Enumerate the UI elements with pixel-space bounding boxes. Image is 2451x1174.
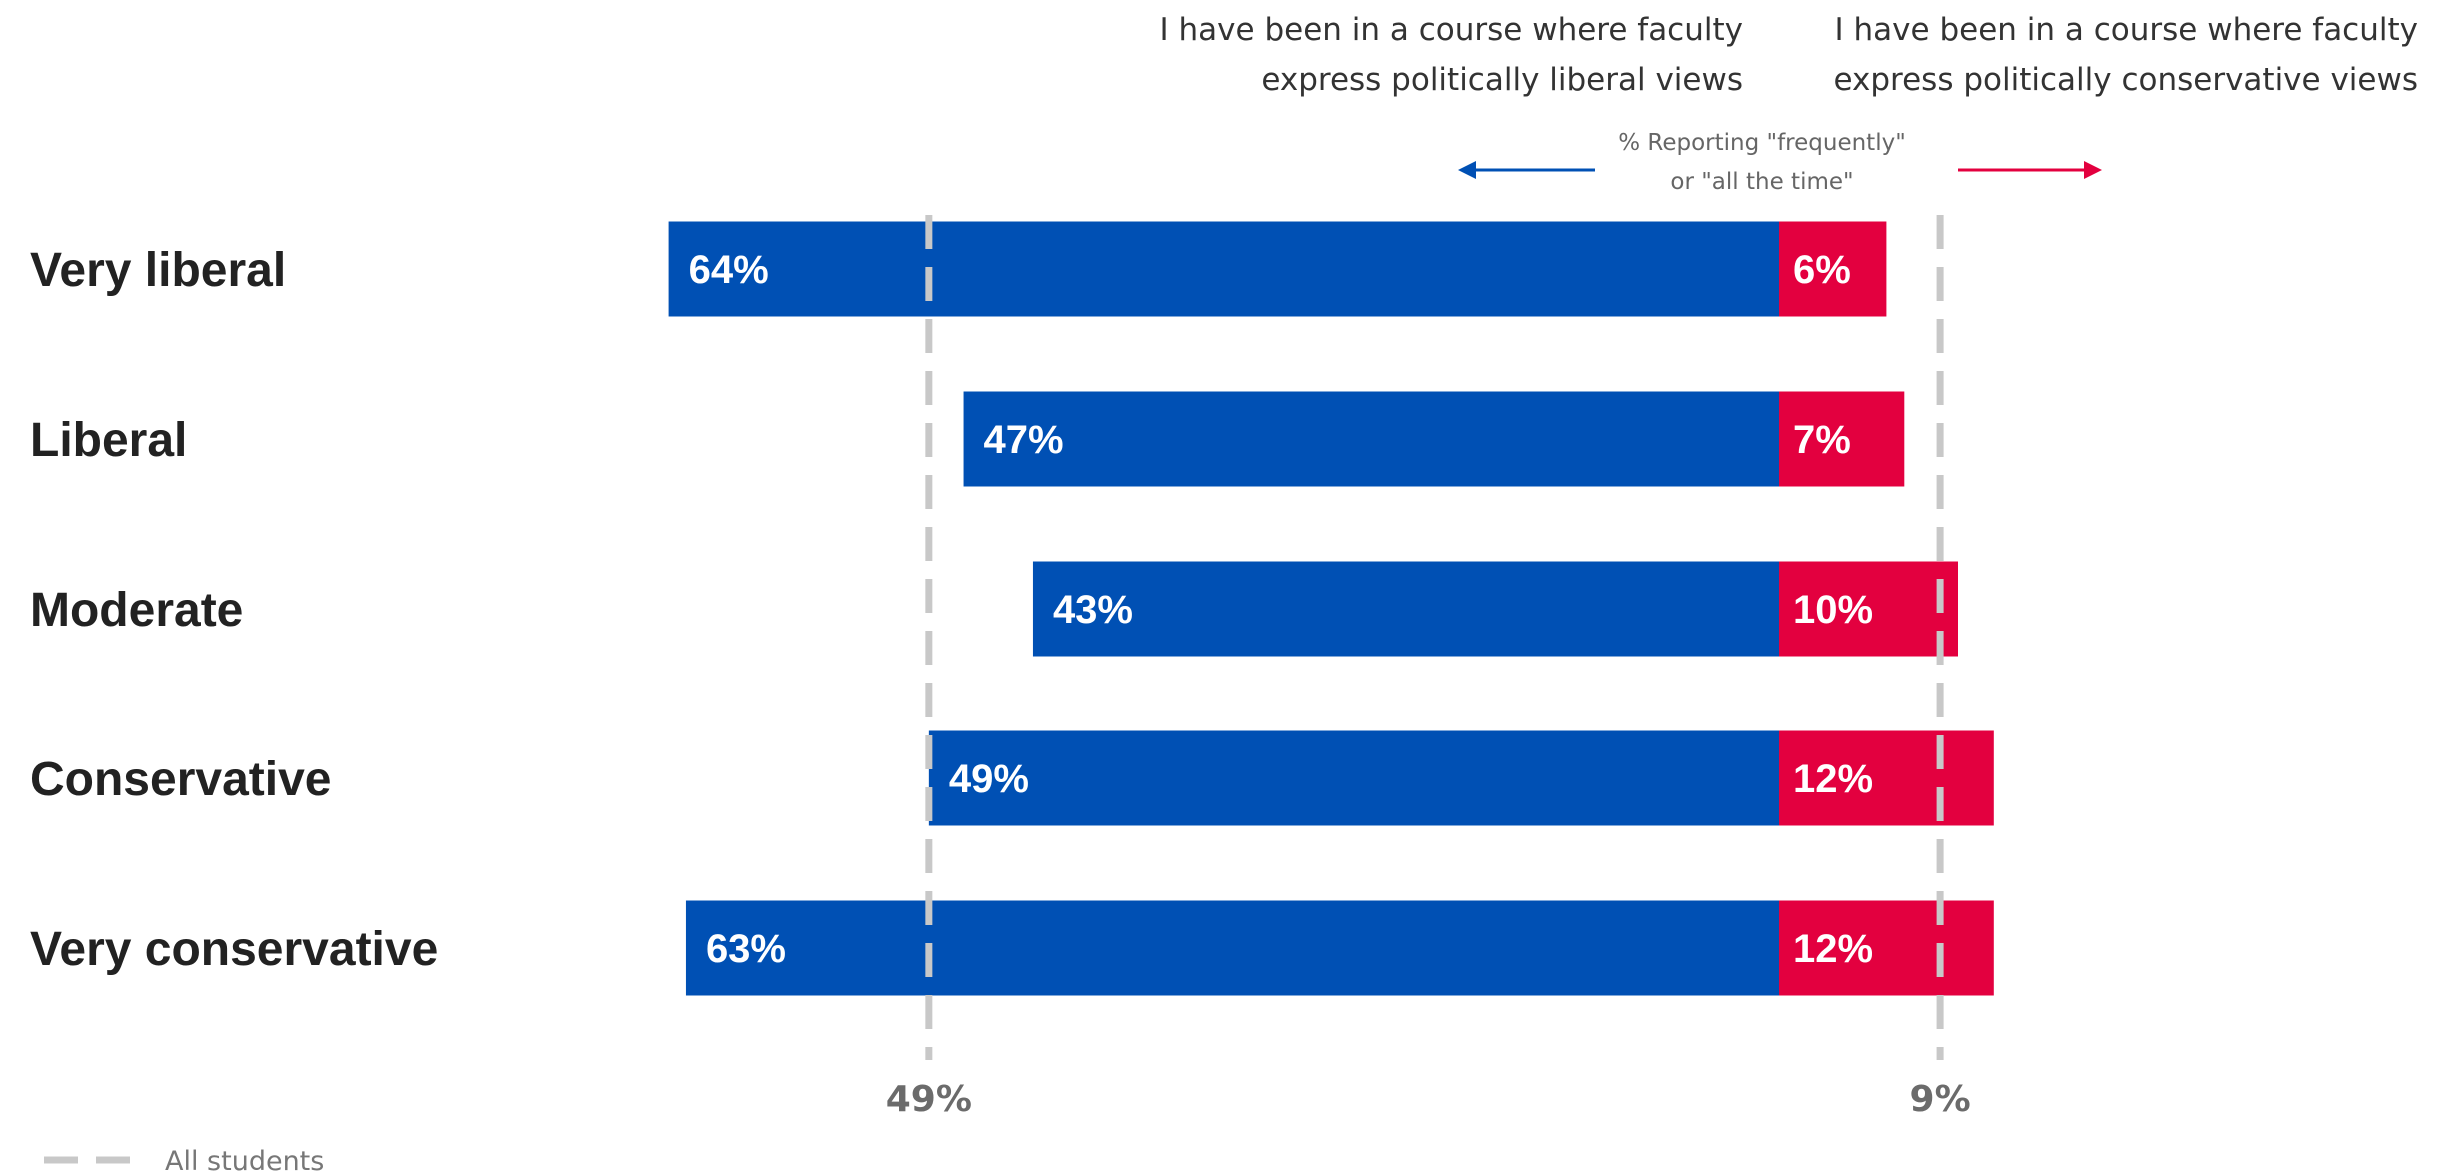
value-label-liberal-conservative: 49% xyxy=(949,757,1029,801)
value-label-conservative-liberal: 7% xyxy=(1793,418,1851,462)
reporting-note: % Reporting "frequently" or "all the tim… xyxy=(1458,130,2102,195)
legend: All students xyxy=(44,1146,324,1174)
left-series-header-line-2: express politically liberal views xyxy=(1261,62,1743,98)
value-label-conservative-moderate: 10% xyxy=(1793,588,1873,632)
value-label-liberal-very-conservative: 63% xyxy=(706,927,786,971)
value-label-liberal-liberal: 47% xyxy=(984,418,1064,462)
category-label-very-liberal: Very liberal xyxy=(30,244,286,297)
bar-conservative-conservative xyxy=(1779,730,1994,826)
bar-liberal-liberal xyxy=(963,391,1779,487)
bars-layer xyxy=(668,221,1994,996)
bar-liberal-moderate xyxy=(1032,561,1779,657)
left-series-header-line-1: I have been in a course where faculty xyxy=(1160,12,1743,48)
left-arrow-head xyxy=(1458,161,1476,179)
reference-right-label: 9% xyxy=(1910,1079,1971,1120)
bar-liberal-very-conservative xyxy=(685,900,1780,996)
value-label-liberal-very-liberal: 64% xyxy=(689,248,769,292)
note-line-2: or "all the time" xyxy=(1670,169,1853,195)
bar-liberal-very-liberal xyxy=(668,221,1779,317)
right-series-header-line-2: express politically conservative views xyxy=(1834,62,2419,98)
value-label-conservative-very-liberal: 6% xyxy=(1793,248,1851,292)
bar-liberal-conservative xyxy=(928,730,1779,826)
value-labels: 64% 6% 47% 7% 43% 10% 49% 12% 63% 12% xyxy=(689,248,1873,971)
value-label-conservative-very-conservative: 12% xyxy=(1793,927,1873,971)
category-label-liberal: Liberal xyxy=(30,414,187,467)
note-line-1: % Reporting "frequently" xyxy=(1618,130,1906,156)
bar-conservative-very-liberal xyxy=(1779,221,1887,317)
category-labels: Very liberal Liberal Moderate Conservative V… xyxy=(30,244,438,976)
reference-left-label: 49% xyxy=(886,1079,972,1120)
series-headers: I have been in a course where faculty ex… xyxy=(1160,12,2418,98)
reference-lines xyxy=(925,215,1944,1060)
right-arrow-head xyxy=(2084,161,2102,179)
value-label-liberal-moderate: 43% xyxy=(1053,588,1133,632)
category-label-very-conservative: Very conservative xyxy=(30,923,438,976)
right-series-header-line-1: I have been in a course where faculty xyxy=(1835,12,2418,48)
category-label-moderate: Moderate xyxy=(30,584,243,637)
value-label-conservative-conservative: 12% xyxy=(1793,757,1873,801)
bar-conservative-moderate xyxy=(1779,561,1958,657)
legend-label: All students xyxy=(165,1146,324,1174)
bar-conservative-very-conservative xyxy=(1779,900,1994,996)
bar-conservative-liberal xyxy=(1779,391,1905,487)
category-label-conservative: Conservative xyxy=(30,753,331,806)
